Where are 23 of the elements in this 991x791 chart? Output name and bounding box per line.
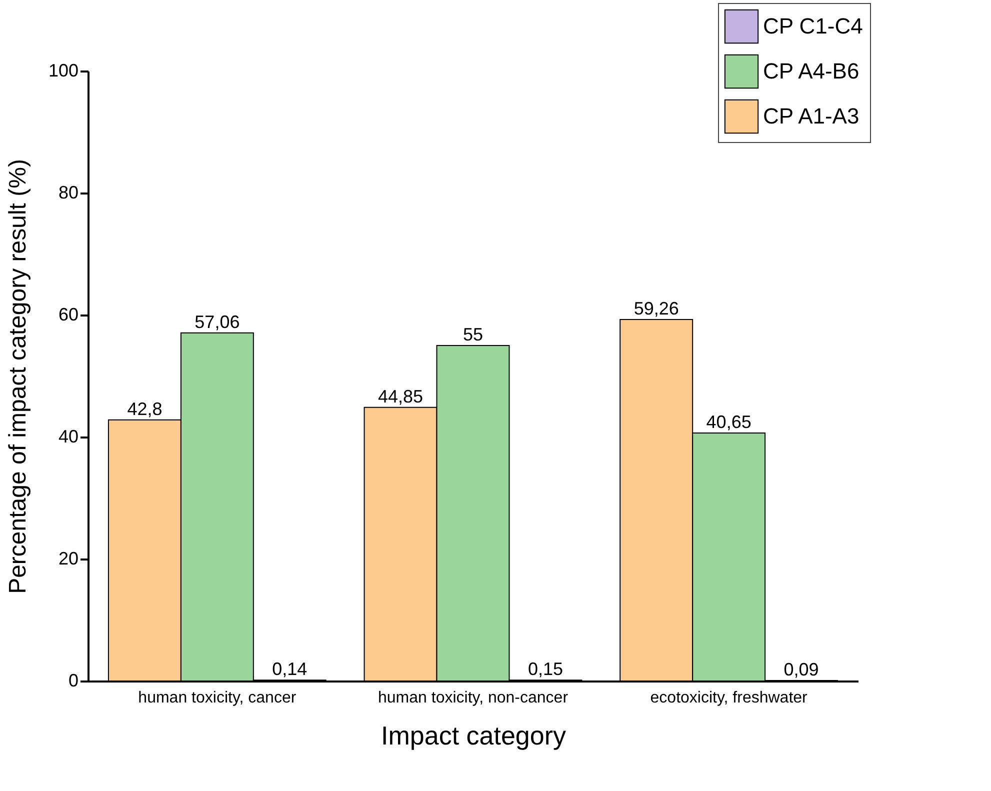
data-label: 59,26 (634, 298, 679, 319)
x-axis-title: Impact category (381, 720, 566, 750)
data-label: 40,65 (706, 412, 752, 432)
legend-label: CP A1-A3 (763, 104, 860, 128)
y-tick-label: 20 (58, 548, 78, 568)
data-label: 55 (462, 324, 484, 344)
data-label: 44,85 (378, 386, 424, 406)
y-tick-label: 100 (48, 60, 78, 80)
data-label: 42,8 (127, 398, 162, 419)
data-label: 0,14 (272, 659, 308, 680)
legend-label: CP A4-B6 (763, 58, 860, 84)
x-tick-label: ecotoxicity, freshwater (650, 690, 808, 706)
data-label: 0,15 (528, 659, 564, 680)
data-label: 0,09 (784, 659, 819, 680)
data-label: 57,06 (194, 312, 240, 332)
legend-label: CP C1-C4 (763, 14, 863, 38)
x-tick-label: human toxicity, non-cancer (378, 690, 569, 706)
y-tick-label: 0 (68, 670, 78, 690)
x-tick-label: human toxicity, cancer (138, 690, 297, 706)
y-axis-title: Percentage of impact category result (%) (4, 159, 32, 594)
y-tick-label: 80 (58, 182, 78, 202)
y-tick-label: 40 (58, 426, 78, 446)
y-tick-label: 60 (58, 304, 78, 324)
